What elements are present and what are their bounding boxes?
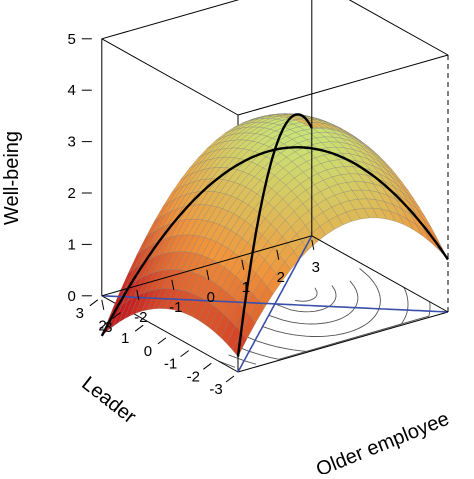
y-tick-mark: [311, 239, 315, 250]
x-tick-label: -1: [164, 356, 177, 373]
box-edge-top-left: [101, 38, 239, 116]
y-tick-mark: [171, 279, 175, 290]
z-tick-label: 0: [67, 288, 75, 305]
y-tick-mark: [206, 269, 210, 280]
box-edge-bottom-front: [101, 235, 312, 297]
x-tick-label: 1: [121, 330, 129, 347]
y-axis-title: Older employee: [313, 408, 452, 474]
y-tick-label: -3: [99, 319, 112, 336]
y-tick-mark: [136, 289, 140, 300]
box-edge-top-back: [237, 54, 449, 116]
x-tick-mark: [203, 362, 212, 370]
x-tick-mark: [134, 324, 144, 332]
floor-contour-line: [274, 285, 337, 313]
box-front-edges: [101, 0, 449, 313]
z-tick-label: 4: [67, 82, 75, 99]
x-tick-mark: [157, 337, 167, 345]
z-tick-label: 2: [67, 185, 75, 202]
z-tick-label: 1: [67, 236, 75, 253]
x-tick-mark: [180, 350, 189, 358]
x-tick-label: -3: [209, 381, 222, 398]
floor-contour-line: [295, 287, 318, 302]
box-edge-top-front: [101, 0, 240, 40]
incongruence-line-surface: [100, 145, 449, 337]
x-tick-label: 2: [98, 318, 106, 335]
box-edge-bottom-back: [237, 311, 449, 373]
x-tick-mark: [225, 375, 235, 383]
floor-contour-line: [268, 280, 359, 325]
floor-contour-line: [228, 301, 431, 360]
z-tick-label: 3: [67, 134, 75, 151]
y-tick-mark: [276, 249, 280, 260]
box-edge-top-right: [348, 0, 449, 56]
z-axis-title: Well-being: [1, 131, 23, 225]
x-tick-mark: [112, 312, 121, 319]
x-axis-title: Leader: [77, 372, 140, 428]
box-edge-bottom-right: [311, 235, 449, 313]
y-tick-label: -1: [169, 299, 182, 316]
y-tick-label: 1: [242, 279, 250, 296]
x-tick-mark: [89, 299, 99, 307]
y-tick-label: 3: [312, 259, 320, 276]
x-tick-label: 0: [144, 343, 152, 360]
incongruence-line-floor: [101, 295, 449, 313]
surface-mesh: [101, 113, 449, 357]
floor-contour-line: [262, 268, 381, 337]
y-tick-mark: [241, 259, 245, 270]
y-tick-mark: [101, 299, 105, 310]
y-tick-label: 2: [277, 269, 285, 286]
surface-lines: [100, 113, 449, 373]
y-tick-label: -2: [134, 309, 147, 326]
y-tick-label: 0: [207, 289, 215, 306]
floor-contour-line: [233, 287, 409, 352]
x-tick-label: 3: [76, 305, 84, 322]
floor-contours: [218, 268, 431, 368]
z-tick-label: 5: [67, 31, 75, 48]
x-tick-label: -2: [187, 368, 200, 385]
